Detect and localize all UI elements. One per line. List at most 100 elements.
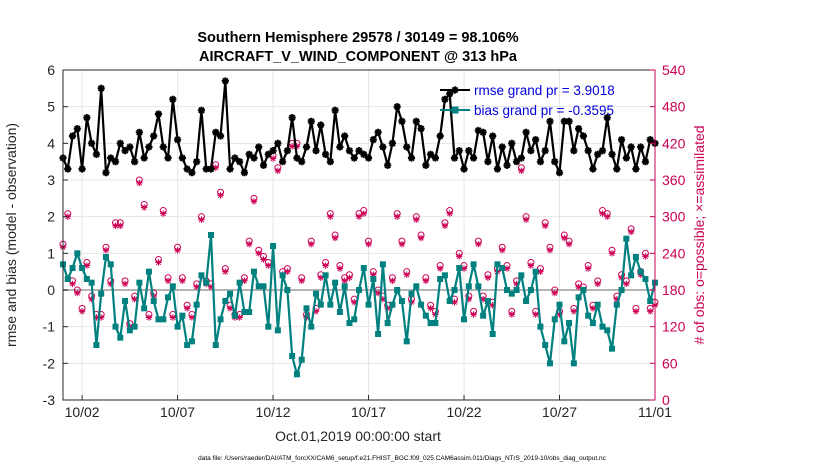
obs-assimilated-marker (245, 240, 253, 248)
y-left-tick-label: -1 (43, 319, 56, 335)
rmse-marker-stroke (164, 154, 172, 162)
obs-assimilated-marker-stroke (552, 290, 558, 296)
rmse-marker-stroke (532, 136, 539, 143)
obs-assimilated-marker (398, 240, 406, 248)
obs-assimilated-marker (222, 268, 229, 275)
bias-marker (274, 327, 281, 334)
rmse-marker (641, 158, 650, 166)
obs-assimilated-marker-stroke (112, 223, 119, 229)
rmse-marker (259, 161, 268, 169)
x-axis: 10/02 10/07 10/12 10/17 10/22 10/27 11/01 (65, 395, 672, 420)
y-left-tick-label: 1 (47, 245, 55, 261)
rmse-marker (407, 154, 416, 162)
obs-assimilated-marker-stroke (447, 210, 453, 217)
obs-assimilated-marker-stroke (236, 314, 243, 321)
rmse-marker (207, 165, 215, 173)
rmse-marker-stroke (393, 103, 401, 110)
rmse-marker-stroke (370, 136, 377, 143)
obs-assimilated-marker-stroke (155, 259, 162, 266)
obs-assimilated-marker-stroke (122, 281, 128, 287)
rmse-marker (250, 154, 258, 162)
rmse-marker-stroke (155, 110, 162, 118)
bias-marker (241, 309, 248, 315)
rmse-marker-stroke (279, 158, 286, 165)
bias-marker (255, 283, 262, 290)
rmse-marker (178, 154, 186, 162)
bias-marker (422, 312, 429, 319)
bias-marker (389, 301, 396, 308)
y-left-tick-label: 6 (47, 62, 55, 78)
obs-assimilated-marker (83, 262, 91, 269)
obs-assimilated-marker-stroke (575, 284, 582, 290)
y-axis-left-label: rmse and bias (model - observation) (3, 123, 19, 347)
y-right-tick-label: 420 (662, 135, 686, 151)
rmse-marker-stroke (494, 165, 501, 173)
bias-marker (203, 279, 210, 286)
rmse-marker-stroke (508, 140, 516, 147)
rmse-marker (236, 158, 244, 166)
rmse-marker-stroke (126, 143, 134, 151)
obs-assimilated-marker-stroke (265, 262, 271, 269)
y-left-tick-label: 4 (47, 135, 55, 151)
rmse-marker-stroke (441, 96, 449, 103)
rmse-marker (427, 150, 435, 158)
obs-assimilated-marker-stroke (165, 278, 171, 284)
obs-assimilated-marker-stroke (642, 253, 649, 260)
obs-assimilated-marker (589, 305, 597, 312)
rmse-marker (131, 158, 139, 166)
rmse-marker (403, 143, 411, 151)
bias-marker (523, 298, 530, 304)
rmse-marker (173, 136, 182, 144)
obs-assimilated-marker-stroke (647, 308, 653, 315)
legend: rmse grand pr = 3.9018 bias grand pr = -… (440, 83, 615, 118)
obs-assimilated-marker-stroke (475, 241, 482, 247)
y-axis-left: -3 -2 -1 0 1 2 3 4 5 6 (43, 62, 68, 408)
obs-assimilated-marker (265, 262, 272, 269)
y-right-tick-label: 180 (662, 282, 686, 298)
rmse-marker-stroke (136, 129, 143, 136)
rmse-marker-stroke (193, 158, 200, 165)
bias-marker (446, 298, 453, 304)
bias-marker (394, 287, 401, 293)
bias-marker (585, 312, 592, 319)
obs-assimilated-marker-stroke (327, 214, 334, 220)
rmse-marker (111, 158, 120, 166)
rmse-marker (441, 95, 449, 103)
bias-marker (169, 283, 176, 290)
obs-assimilated-marker-stroke (571, 308, 577, 315)
bias-marker (260, 283, 267, 290)
obs-assimilated-marker-stroke (518, 168, 524, 174)
obs-assimilated-marker-stroke (289, 143, 295, 150)
plot-background (63, 70, 655, 400)
obs-assimilated-marker (570, 308, 578, 315)
chart-title-line1: Southern Hemisphere 29578 / 30149 = 98.1… (197, 30, 518, 46)
obs-assimilated-marker-stroke (633, 308, 639, 315)
obs-assimilated-marker-stroke (222, 269, 228, 275)
obs-assimilated-marker (413, 216, 420, 223)
bias-marker (222, 298, 229, 304)
obs-assimilated-marker-stroke (442, 223, 448, 229)
rmse-marker (298, 158, 306, 166)
obs-assimilated-marker-stroke (532, 311, 539, 318)
obs-assimilated-marker-stroke (103, 247, 109, 253)
obs-assimilated-marker (403, 271, 410, 278)
bias-marker (327, 301, 334, 308)
rmse-marker (374, 128, 382, 136)
bias-marker (413, 283, 420, 290)
obs-assimilated-marker (74, 289, 81, 297)
obs-assimilated-marker-stroke (623, 281, 630, 287)
obs-assimilated-marker (250, 198, 258, 205)
rmse-marker-stroke (408, 154, 415, 162)
obs-assimilated-marker (298, 277, 305, 285)
y-right-tick-label: 360 (662, 172, 686, 188)
rmse-marker (608, 150, 616, 158)
bias-marker (98, 290, 105, 297)
rmse-marker-stroke (451, 154, 458, 162)
rmse-marker-stroke (489, 132, 496, 140)
rmse-marker-stroke (116, 140, 124, 147)
bias-marker (141, 305, 148, 312)
rmse-marker-stroke (646, 136, 654, 143)
rmse-marker (646, 136, 654, 144)
rmse-marker (627, 143, 635, 151)
obs-assimilated-marker-stroke (256, 250, 262, 256)
